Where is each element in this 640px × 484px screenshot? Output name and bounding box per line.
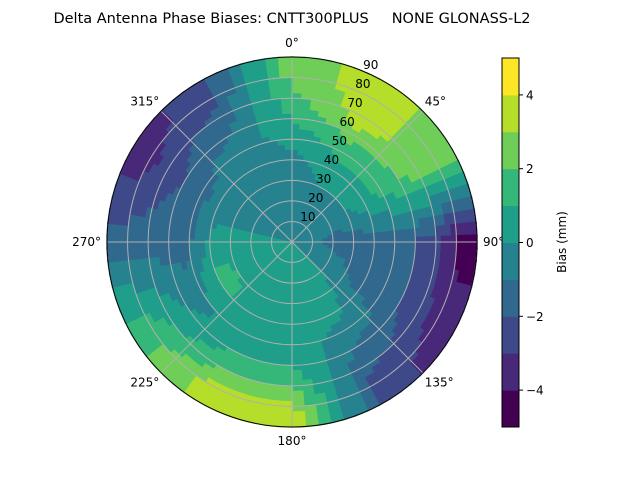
r-tick-label: 40 [324, 153, 339, 167]
colorbar-band [502, 316, 519, 353]
r-tick-label: 70 [347, 96, 362, 110]
theta-tick-label: 90° [483, 235, 504, 249]
r-tick-label: 10 [300, 210, 315, 224]
r-tick-label: 60 [340, 115, 355, 129]
r-tick-label: 80 [355, 77, 370, 91]
colorbar-band [502, 206, 519, 243]
r-tick-label: 50 [332, 134, 347, 148]
theta-tick-label: 270° [72, 235, 101, 249]
colorbar-tick-label: 2 [526, 162, 534, 176]
r-tick-label: 30 [316, 172, 331, 186]
colorbar-band [502, 279, 519, 316]
theta-tick-label: 315° [130, 94, 159, 108]
colorbar-band [502, 132, 519, 169]
theta-tick-label: 135° [425, 376, 454, 390]
colorbar-tick-label: −2 [526, 310, 544, 324]
chart-title: Delta Antenna Phase Biases: CNTT300PLUS … [53, 11, 530, 27]
colorbar: −4 −2 0 2 4 [502, 58, 544, 428]
theta-tick-label: 45° [425, 94, 446, 108]
theta-tick-label: 0° [285, 36, 299, 50]
colorbar-tick-label: 0 [526, 236, 534, 250]
theta-tick-label: 180° [278, 434, 307, 448]
polar-grid [107, 57, 477, 427]
r-tick-label: 90 [363, 58, 378, 72]
colorbar-tick-label: −4 [526, 384, 544, 398]
theta-tick-label: 225° [130, 376, 159, 390]
colorbar-tick-label: 4 [526, 88, 534, 102]
colorbar-band [502, 243, 519, 280]
colorbar-band [502, 390, 519, 427]
colorbar-band [502, 58, 519, 95]
colorbar-label: Bias (mm) [555, 211, 569, 273]
r-tick-label: 20 [308, 191, 323, 205]
colorbar-band [502, 169, 519, 206]
colorbar-band [502, 95, 519, 132]
colorbar-band [502, 353, 519, 390]
